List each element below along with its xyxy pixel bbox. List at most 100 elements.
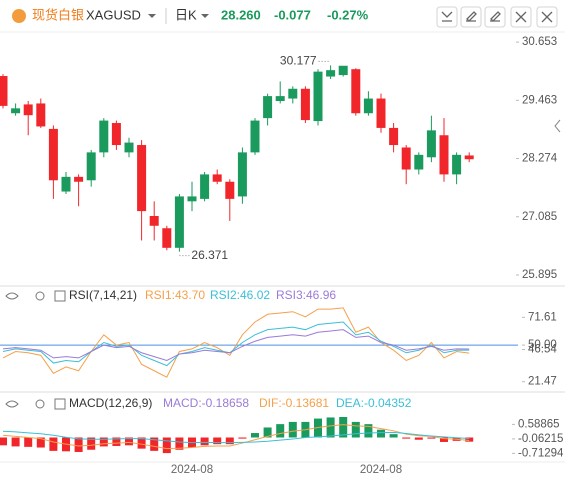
candle-body (237, 152, 247, 197)
macd-bar (125, 437, 133, 446)
panel-icon[interactable] (54, 290, 66, 302)
panel-icon[interactable] (54, 398, 66, 410)
percent-change: -0.27% (327, 7, 369, 22)
macd-bar (351, 421, 360, 438)
macd-bar (137, 437, 146, 449)
y-tick-label: 28.274 (522, 153, 558, 165)
candle-body (61, 176, 71, 192)
legend-label: DEA:-0.04352 (336, 396, 412, 410)
candle-body (250, 120, 260, 153)
rsi-line (2, 321, 470, 367)
y-tick-label: 46.54 (528, 344, 557, 356)
macd-bar (314, 418, 322, 438)
macd-bar (238, 437, 247, 439)
candle-body (376, 98, 386, 128)
tool-icon (515, 11, 527, 23)
tool-button[interactable] (436, 6, 458, 28)
candle-body (288, 88, 298, 99)
macd-bar (99, 437, 108, 447)
candle-body (174, 196, 184, 248)
settings-icon[interactable] (35, 291, 45, 301)
symbol[interactable]: XAGUSD (86, 7, 141, 22)
macd-bar (251, 433, 259, 438)
dropdown-arrow[interactable] (148, 14, 156, 18)
eye-icon[interactable] (5, 292, 19, 300)
rsi-line (2, 329, 470, 362)
candle-body (363, 98, 373, 114)
period[interactable]: 日K (175, 7, 197, 22)
rsi-line (2, 307, 470, 378)
y-tick-label: 21.47 (528, 376, 557, 388)
candle-body (452, 154, 462, 175)
tool-icon (466, 11, 477, 22)
candle-body (137, 145, 147, 212)
macd-bar (427, 437, 436, 439)
low-annotation: 26.371 (191, 248, 228, 262)
macd-bar (377, 429, 385, 438)
macd-bar (326, 417, 335, 438)
y-tick-label: -0.71294 (518, 447, 564, 459)
candle-body (0, 76, 8, 106)
candle-body (464, 155, 474, 160)
logo-icon (12, 9, 26, 23)
macd-bar (74, 437, 83, 452)
macd-bar (0, 437, 7, 446)
y-tick-label: 27.085 (522, 211, 557, 223)
y-tick-label: 50.00 (528, 339, 557, 351)
macd-bar (200, 437, 209, 446)
candle-body (401, 147, 411, 170)
macd-bar (288, 421, 297, 438)
candle-body (11, 108, 21, 114)
macd-bar (49, 437, 58, 451)
tool-button[interactable] (510, 6, 532, 28)
candle-body (300, 88, 310, 121)
macd-icons (5, 398, 66, 410)
tool-button[interactable] (460, 6, 482, 28)
y-tick-label: 25.895 (522, 269, 557, 281)
macd-bar (36, 437, 45, 448)
candle-body (426, 130, 436, 158)
macd-bar (339, 417, 348, 438)
macd-bar (112, 437, 121, 446)
macd-bar (440, 437, 448, 442)
macd-bar (225, 437, 234, 445)
macd-bar (389, 434, 398, 438)
candle-body (36, 103, 46, 127)
candle-body (326, 70, 336, 77)
collapse-arrow[interactable] (554, 119, 561, 133)
candle-body (313, 71, 323, 122)
candle-body (212, 174, 222, 182)
settings-icon[interactable] (35, 399, 45, 409)
candle-body (162, 228, 172, 248)
toolbar (436, 6, 558, 28)
last-price: 28.260 (221, 7, 261, 22)
candle-body (86, 152, 96, 181)
y-tick-label: 71.61 (528, 311, 557, 323)
eye-icon[interactable] (5, 400, 19, 408)
macd-bar (87, 437, 96, 450)
macd-bar (162, 437, 171, 454)
x-tick-label: 2024-08 (360, 464, 402, 476)
macd-line (2, 424, 470, 450)
macd-bar (24, 437, 33, 447)
macd-bar (11, 437, 20, 447)
candle-body (275, 96, 285, 101)
tool-icon (541, 11, 553, 23)
tool-button[interactable] (536, 6, 558, 28)
y-tick-label: 29.463 (522, 94, 557, 106)
dropdown-arrow[interactable] (201, 14, 209, 18)
candle-body (74, 176, 84, 182)
y-tick-label: -0.06215 (518, 433, 563, 445)
candle-body (263, 96, 273, 119)
candle-body (338, 65, 348, 76)
candle-body (351, 69, 361, 114)
macd-bar (175, 437, 184, 450)
candle-body (48, 128, 58, 181)
tool-button[interactable] (484, 6, 506, 28)
indicator-title: RSI(7,14,21) (69, 288, 137, 302)
instrument-name: 现货白银 (32, 7, 84, 22)
candle-body (23, 104, 33, 116)
